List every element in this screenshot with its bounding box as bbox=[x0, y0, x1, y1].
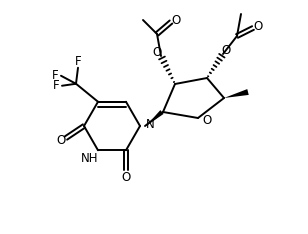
Text: NH: NH bbox=[81, 152, 99, 165]
Text: O: O bbox=[202, 113, 211, 127]
Text: O: O bbox=[152, 45, 162, 58]
Text: O: O bbox=[253, 21, 263, 33]
Text: O: O bbox=[221, 44, 231, 56]
Text: O: O bbox=[171, 15, 180, 28]
Text: N: N bbox=[146, 118, 155, 132]
Polygon shape bbox=[146, 110, 164, 126]
Text: F: F bbox=[75, 55, 81, 68]
Polygon shape bbox=[224, 89, 249, 98]
Text: F: F bbox=[53, 79, 59, 92]
Text: O: O bbox=[121, 171, 131, 184]
Text: F: F bbox=[52, 69, 58, 82]
Text: O: O bbox=[56, 134, 66, 146]
